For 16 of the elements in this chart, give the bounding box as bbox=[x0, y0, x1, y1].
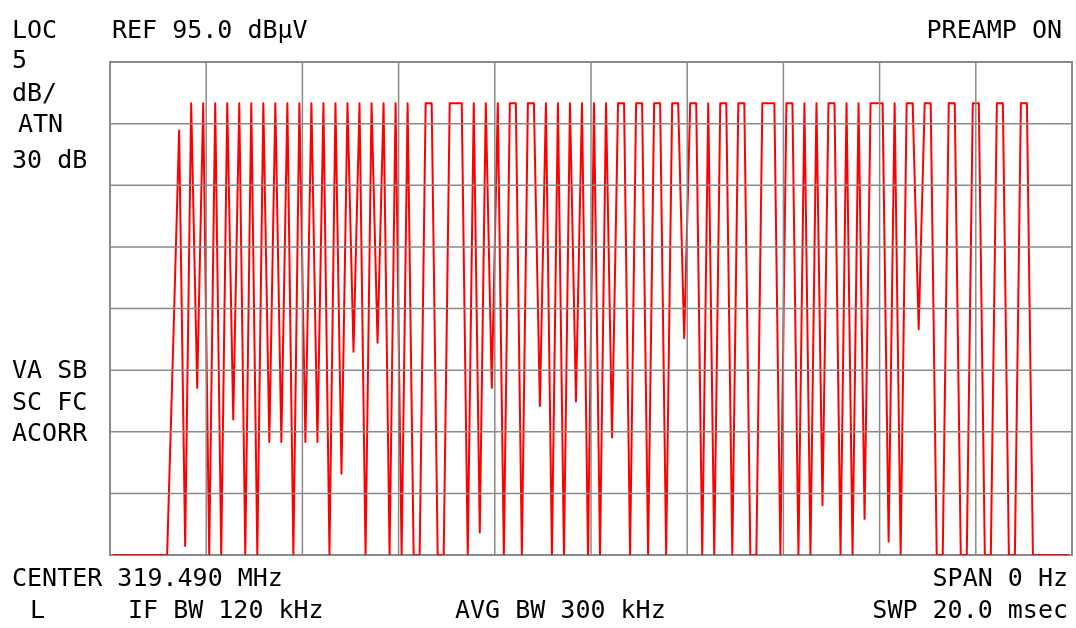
text: IF BW 120 kHz bbox=[128, 595, 324, 624]
text: AVG BW 300 kHz bbox=[455, 595, 666, 624]
text: SWP 20.0 msec bbox=[872, 595, 1068, 624]
text: ATN bbox=[18, 109, 64, 138]
text: SPAN 0 Hz bbox=[932, 563, 1068, 592]
text: SC FC bbox=[12, 387, 88, 416]
text: CENTER 319.490 MHz bbox=[12, 563, 283, 592]
text: VA SB bbox=[12, 355, 88, 384]
text: dB/ bbox=[12, 78, 58, 107]
text: L bbox=[30, 595, 46, 624]
text: REF 95.0 dBµV bbox=[112, 15, 308, 44]
text: 5 bbox=[12, 45, 28, 74]
text: LOC bbox=[12, 15, 58, 44]
text: ACORR bbox=[12, 418, 89, 447]
text: 30 dB bbox=[12, 145, 88, 174]
text: PREAMP ON bbox=[926, 15, 1062, 44]
